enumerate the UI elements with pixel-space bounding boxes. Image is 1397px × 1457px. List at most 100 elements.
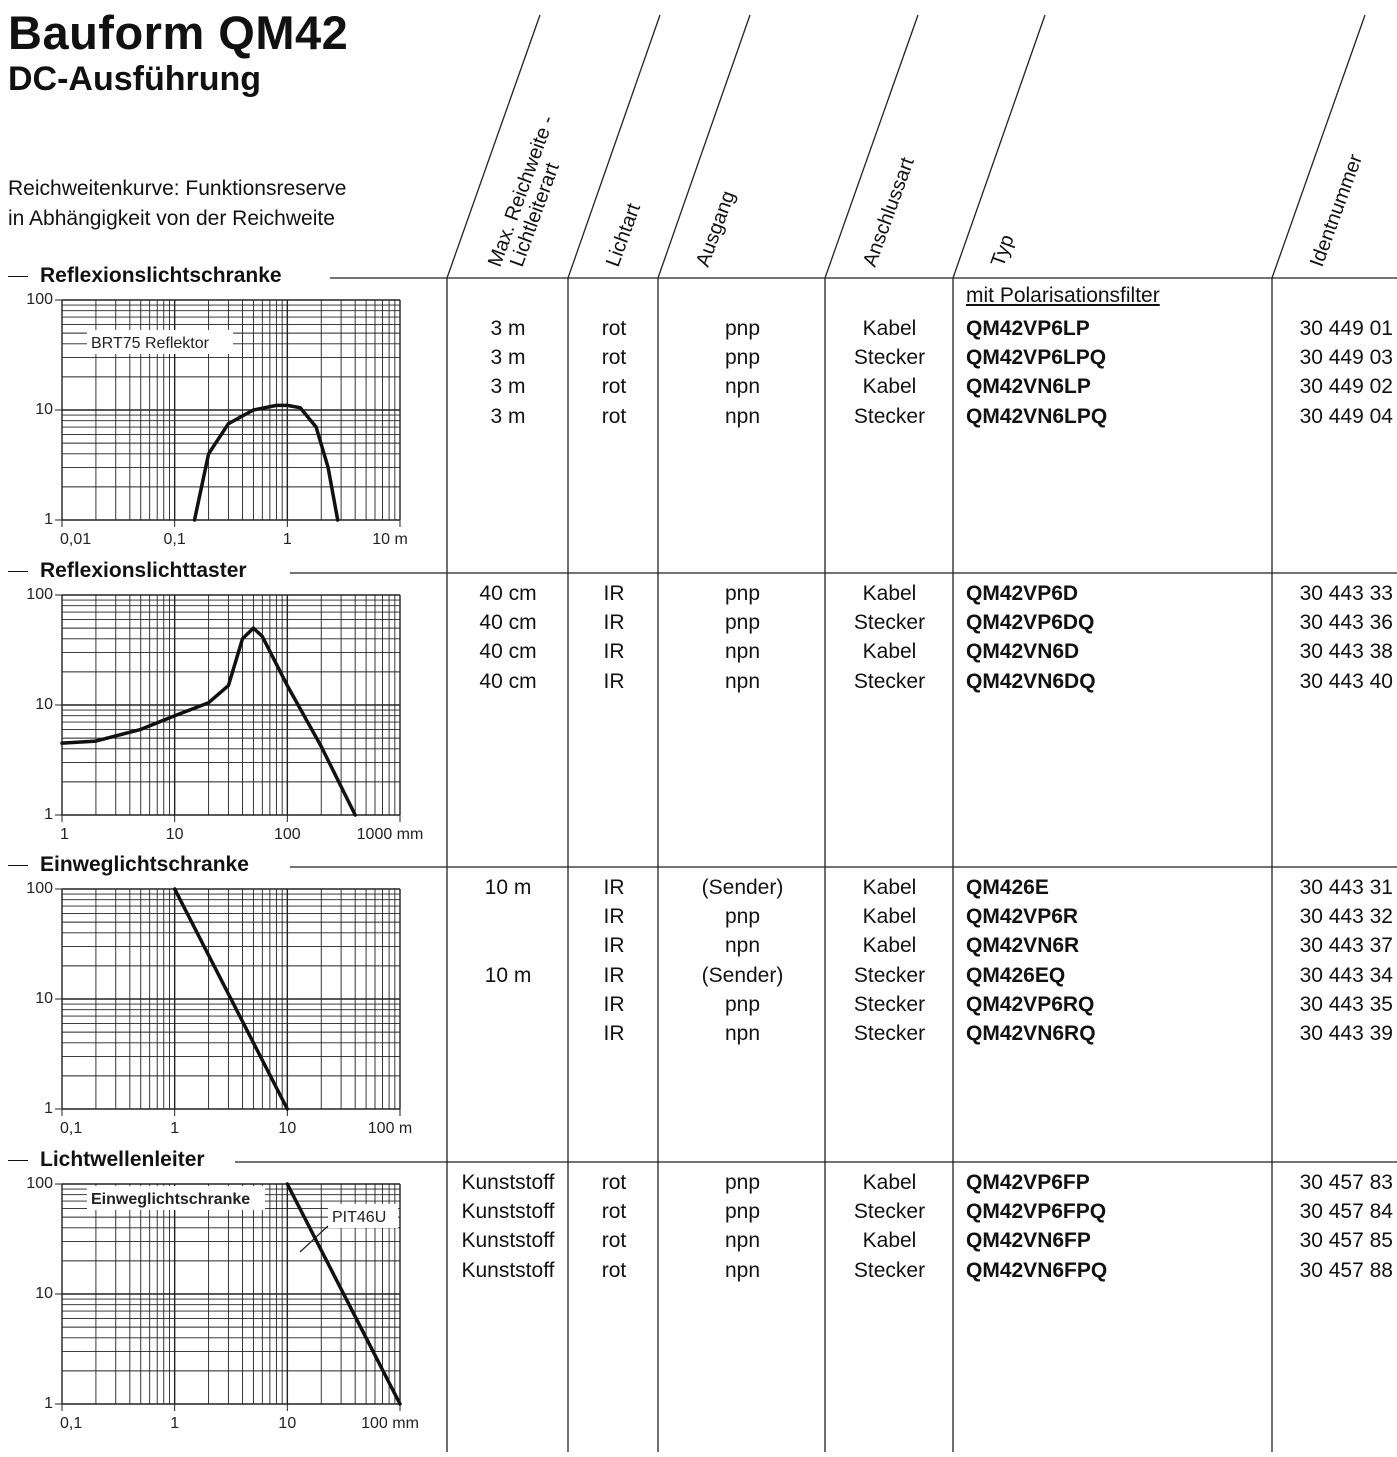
y-tick-label: 100 xyxy=(26,586,53,603)
cell-light: rot xyxy=(601,317,627,340)
cell-type: QM42VN6D xyxy=(966,640,1080,664)
cell-id: 30 443 32 xyxy=(1299,905,1393,929)
cell-reach: 3 m xyxy=(490,346,526,370)
cell-reach: Kunststoff xyxy=(461,1229,555,1253)
x-tick-label: 100 mm xyxy=(361,1415,419,1432)
cell-output: pnp xyxy=(724,582,761,605)
cell-type: QM42VP6LPQ xyxy=(966,346,1107,370)
cell-light: IR xyxy=(603,963,625,987)
intro-line-1: Reichweitenkurve: Funktionsreserve xyxy=(8,177,347,200)
page-title: Bauform QM42 xyxy=(8,6,349,59)
cell-output: npn xyxy=(724,1258,761,1282)
cell-connection: Stecker xyxy=(853,1258,926,1282)
cell-type: QM42VN6DQ xyxy=(966,669,1096,693)
series-label: PIT46U xyxy=(332,1209,386,1226)
cell-reach: 10 m xyxy=(484,876,532,899)
cell-light: IR xyxy=(603,905,625,929)
x-tick-label: 0,01 xyxy=(60,531,91,548)
polarization-note: mit Polarisationsfilter xyxy=(966,284,1160,307)
cell-output: pnp xyxy=(724,905,761,929)
cell-output: npn xyxy=(724,669,761,693)
cell-id: 30 443 34 xyxy=(1299,963,1393,987)
y-tick-label: 100 xyxy=(26,880,53,897)
x-tick-label: 10 xyxy=(278,1415,296,1432)
cell-connection: Kabel xyxy=(862,876,917,899)
cell-light: IR xyxy=(603,876,625,899)
cell-output: npn xyxy=(724,640,761,664)
x-tick-label: 1000 mm xyxy=(357,826,424,843)
x-tick-label: 0,1 xyxy=(60,1120,82,1137)
cell-reach: 40 cm xyxy=(479,640,537,664)
cell-connection: Kabel xyxy=(862,934,917,958)
cell-type: QM42VN6FPQ xyxy=(966,1258,1108,1282)
cell-id: 30 443 37 xyxy=(1299,934,1393,958)
cell-id: 30 457 85 xyxy=(1299,1229,1393,1253)
x-tick-label: 1 xyxy=(170,1120,179,1137)
cell-id: 30 443 38 xyxy=(1299,640,1393,664)
cell-connection: Stecker xyxy=(853,346,926,370)
chart-annotation: Einweglichtschranke xyxy=(91,1191,250,1208)
cell-output: pnp xyxy=(724,346,761,370)
col-header-connection: Anschlussart xyxy=(859,154,919,270)
cell-id: 30 449 04 xyxy=(1299,404,1393,428)
y-tick-label: 10 xyxy=(35,401,53,418)
cell-connection: Stecker xyxy=(853,1022,926,1045)
cell-light: IR xyxy=(603,669,625,693)
series-line xyxy=(60,626,357,817)
annotation-bg xyxy=(87,330,233,354)
x-tick-label: 10 m xyxy=(372,531,408,548)
cell-type: QM426E xyxy=(966,876,1049,899)
cell-id: 30 457 83 xyxy=(1299,1171,1393,1194)
cell-connection: Stecker xyxy=(853,963,926,987)
cell-connection: Kabel xyxy=(862,582,917,605)
cell-connection: Kabel xyxy=(862,317,917,340)
cell-connection: Kabel xyxy=(862,1229,917,1253)
cell-light: rot xyxy=(601,375,627,399)
cell-type: QM42VN6FP xyxy=(966,1229,1091,1253)
section-title-lichtwellenleiter: Lichtwellenleiter xyxy=(40,1148,211,1172)
chart-reflexionslichtschranke: 1 10 100 0,01 0,1 1 10 m BRT75 Reflektor xyxy=(26,291,408,548)
cell-output: pnp xyxy=(724,1171,761,1194)
cell-output: pnp xyxy=(724,611,761,635)
cell-id: 30 443 33 xyxy=(1299,582,1393,605)
col-header-light: Lichtart xyxy=(602,200,645,270)
x-tick-label: 0,1 xyxy=(60,1415,82,1432)
cell-reach: Kunststoff xyxy=(461,1171,555,1194)
cell-light: IR xyxy=(603,640,625,664)
annotation-bg xyxy=(87,1186,265,1210)
cell-connection: Kabel xyxy=(862,375,917,399)
y-tick-label: 10 xyxy=(35,1285,53,1302)
cell-output: pnp xyxy=(724,1200,761,1224)
series-line xyxy=(192,403,340,522)
cell-connection: Stecker xyxy=(853,404,926,428)
cell-connection: Kabel xyxy=(862,640,917,664)
cell-light: rot xyxy=(601,1229,627,1253)
chart-reflexionslichttaster: 1 10 100 1 10 100 1000 mm xyxy=(26,586,424,843)
cell-type: QM42VN6RQ xyxy=(966,1022,1096,1045)
col-header-id: Identnummer xyxy=(1306,151,1367,270)
cell-type: QM42VN6R xyxy=(966,934,1080,958)
page-subtitle: DC-Ausführung xyxy=(8,60,262,98)
cell-id: 30 443 39 xyxy=(1299,1022,1393,1045)
x-tick-label: 1 xyxy=(283,531,292,548)
cell-reach: 3 m xyxy=(490,317,526,340)
cell-connection: Stecker xyxy=(853,992,926,1016)
y-tick-label: 10 xyxy=(35,990,53,1007)
y-tick-label: 1 xyxy=(44,1395,53,1412)
cell-light: rot xyxy=(601,404,627,428)
cell-light: IR xyxy=(603,992,625,1016)
cell-reach: 40 cm xyxy=(479,669,537,693)
section-title-reflexionslichttaster: Reflexionslichttaster xyxy=(40,559,253,583)
cell-id: 30 457 84 xyxy=(1299,1200,1393,1224)
cell-reach: 40 cm xyxy=(479,582,537,605)
x-tick-label: 10 xyxy=(278,1120,296,1137)
section-title-einweglichtschranke: Einweglichtschranke xyxy=(40,853,255,877)
cell-reach: 40 cm xyxy=(479,611,537,635)
cell-light: IR xyxy=(603,934,625,958)
chart-grid xyxy=(61,888,401,1110)
cell-output: npn xyxy=(724,934,761,958)
section-dash xyxy=(8,865,28,866)
chart-einweglichtschranke: 1 10 100 0,1 1 10 100 m xyxy=(26,880,412,1137)
cell-light: IR xyxy=(603,582,625,605)
cell-id: 30 443 35 xyxy=(1299,992,1393,1016)
